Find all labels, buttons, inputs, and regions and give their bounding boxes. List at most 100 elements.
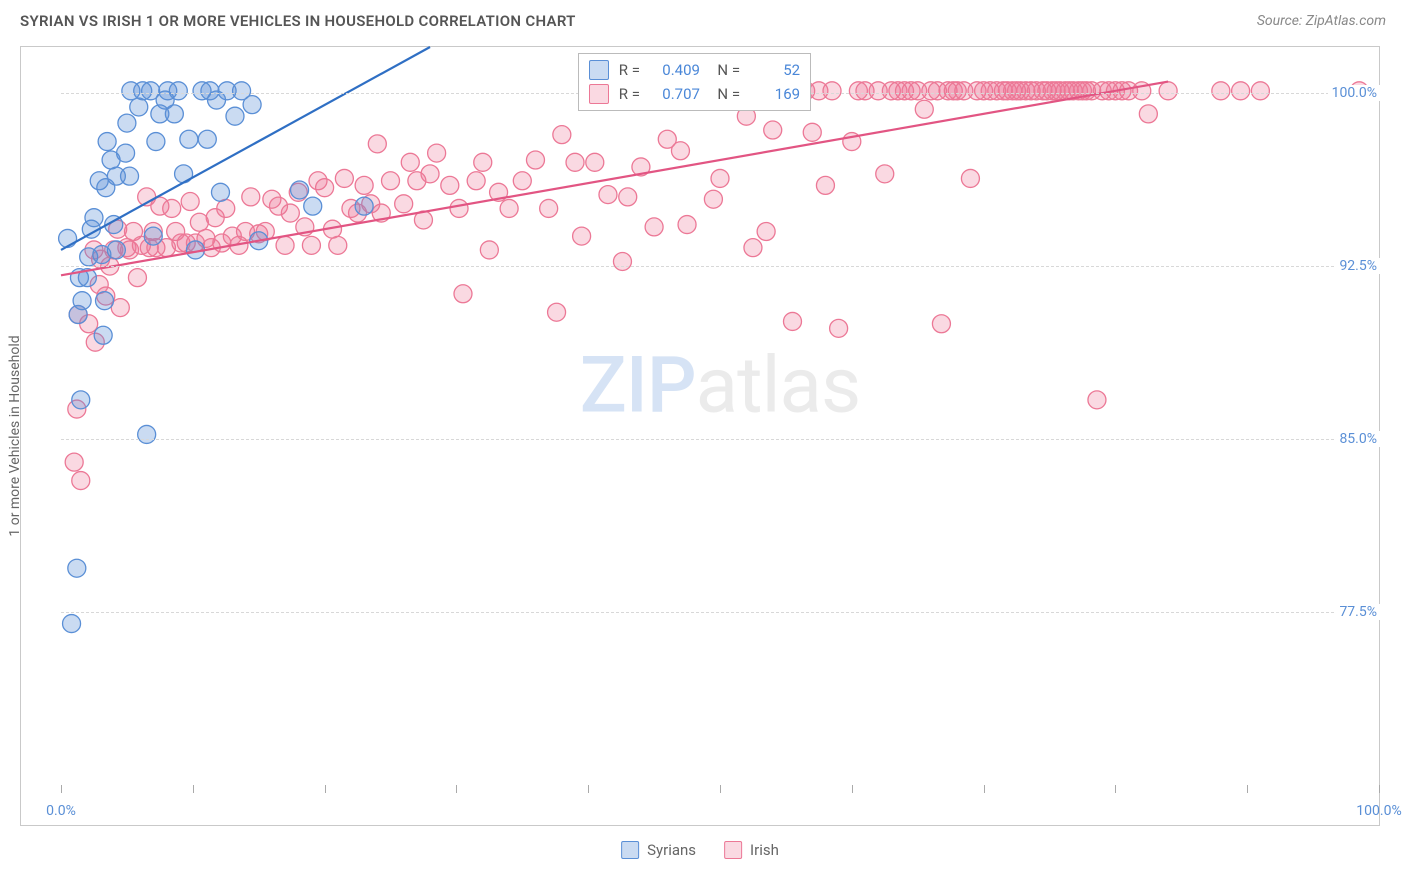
- data-point: [276, 236, 294, 254]
- data-point: [613, 252, 631, 270]
- data-point: [304, 197, 322, 215]
- x-tick-mark: [1247, 785, 1248, 793]
- data-point: [711, 169, 729, 187]
- swatch-irish-small: [589, 84, 609, 104]
- data-point: [107, 241, 125, 259]
- data-point: [586, 153, 604, 171]
- plot-area: ZIPatlas 100.0%92.5%85.0%77.5%0.0%100.0%: [61, 47, 1379, 785]
- data-point: [1251, 82, 1269, 100]
- x-tick-mark: [325, 785, 326, 793]
- data-point: [73, 292, 91, 310]
- data-point: [783, 312, 801, 330]
- legend: Syrians Irish: [621, 841, 779, 859]
- data-point: [281, 204, 299, 222]
- data-point: [165, 105, 183, 123]
- data-point: [121, 167, 139, 185]
- data-point: [329, 236, 347, 254]
- data-point: [382, 172, 400, 190]
- data-point: [190, 213, 208, 231]
- chart-container: 1 or more Vehicles in Household ZIPatlas…: [20, 46, 1380, 826]
- y-tick-label: 92.5%: [1335, 258, 1381, 274]
- swatch-syrians: [621, 841, 639, 859]
- data-point: [395, 195, 413, 213]
- chart-title: SYRIAN VS IRISH 1 OR MORE VEHICLES IN HO…: [20, 12, 576, 30]
- y-tick-label: 100.0%: [1328, 85, 1381, 101]
- stats-r-label-2: R =: [619, 85, 640, 103]
- data-point: [757, 223, 775, 241]
- data-point: [428, 144, 446, 162]
- data-point: [441, 176, 459, 194]
- stats-n-syrians: 52: [750, 61, 800, 79]
- data-point: [94, 326, 112, 344]
- data-point: [1212, 82, 1230, 100]
- swatch-syrians-small: [589, 60, 609, 80]
- data-point: [566, 153, 584, 171]
- data-point: [118, 114, 136, 132]
- data-point: [513, 172, 531, 190]
- scatter-svg: [61, 47, 1379, 785]
- data-point: [355, 197, 373, 215]
- x-tick-mark: [984, 785, 985, 793]
- data-point: [138, 425, 156, 443]
- data-point: [85, 209, 103, 227]
- data-point: [704, 190, 722, 208]
- data-point: [144, 227, 162, 245]
- stats-r-syrians: 0.409: [650, 61, 700, 79]
- data-point: [68, 559, 86, 577]
- data-point: [63, 615, 81, 633]
- data-point: [1159, 82, 1177, 100]
- data-point: [1088, 391, 1106, 409]
- y-tick-label: 85.0%: [1335, 431, 1381, 447]
- legend-item-syrians: Syrians: [621, 841, 696, 859]
- data-point: [401, 153, 419, 171]
- stats-box: R = 0.409 N = 52 R = 0.707 N = 169: [578, 53, 811, 111]
- chart-header: SYRIAN VS IRISH 1 OR MORE VEHICLES IN HO…: [0, 0, 1406, 38]
- swatch-irish: [724, 841, 742, 859]
- legend-label-irish: Irish: [750, 841, 779, 859]
- data-point: [876, 165, 894, 183]
- data-point: [181, 193, 199, 211]
- data-point: [553, 126, 571, 144]
- data-point: [421, 165, 439, 183]
- data-point: [59, 229, 77, 247]
- x-tick-mark: [720, 785, 721, 793]
- data-point: [226, 107, 244, 125]
- x-tick-label: 100.0%: [1356, 803, 1401, 819]
- y-tick-label: 77.5%: [1335, 604, 1381, 620]
- data-point: [355, 176, 373, 194]
- data-point: [915, 100, 933, 118]
- y-axis-label: 1 or more Vehicles in Household: [7, 335, 23, 536]
- legend-item-irish: Irish: [724, 841, 779, 859]
- data-point: [98, 133, 116, 151]
- data-point: [932, 315, 950, 333]
- data-point: [316, 179, 334, 197]
- data-point: [645, 218, 663, 236]
- x-tick-mark: [61, 785, 62, 793]
- data-point: [619, 188, 637, 206]
- data-point: [65, 453, 83, 471]
- data-point: [169, 82, 187, 100]
- stats-row-irish: R = 0.707 N = 169: [589, 82, 800, 106]
- data-point: [217, 199, 235, 217]
- data-point: [540, 199, 558, 217]
- gridline: [61, 266, 1379, 267]
- data-point: [678, 216, 696, 234]
- data-point: [117, 144, 135, 162]
- data-point: [526, 151, 544, 169]
- data-point: [302, 236, 320, 254]
- stats-r-label: R =: [619, 61, 640, 79]
- chart-source: Source: ZipAtlas.com: [1257, 13, 1386, 29]
- data-point: [291, 181, 309, 199]
- data-point: [335, 169, 353, 187]
- data-point: [744, 239, 762, 257]
- data-point: [823, 82, 841, 100]
- data-point: [180, 130, 198, 148]
- x-tick-label: 0.0%: [46, 803, 76, 819]
- data-point: [573, 227, 591, 245]
- stats-n-label-2: N =: [710, 85, 740, 103]
- data-point: [128, 269, 146, 287]
- data-point: [95, 292, 113, 310]
- data-point: [671, 142, 689, 160]
- stats-row-syrians: R = 0.409 N = 52: [589, 58, 800, 82]
- legend-label-syrians: Syrians: [647, 841, 696, 859]
